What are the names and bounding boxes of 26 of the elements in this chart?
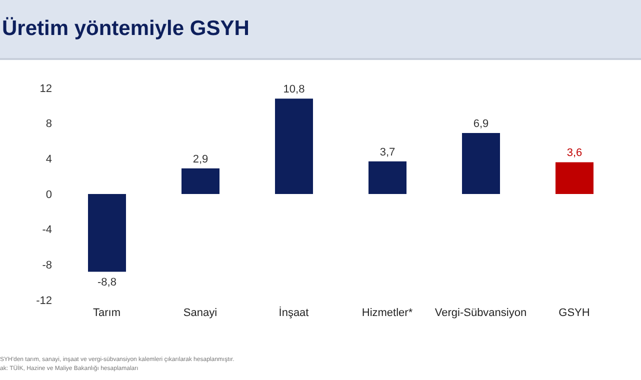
bar (556, 162, 594, 194)
data-label: 10,8 (283, 84, 305, 96)
y-tick-label: -8 (42, 260, 52, 272)
y-tick-label: -4 (42, 224, 52, 236)
x-tick-label: İnşaat (278, 306, 309, 319)
data-label: 6,9 (473, 118, 489, 130)
x-tick-label: Hizmetler* (362, 306, 414, 319)
y-tick-label: -12 (36, 294, 52, 307)
y-tick-label: 12 (40, 82, 52, 95)
x-tick-label: Sanayi (183, 306, 218, 319)
bar (275, 98, 313, 194)
data-label: 3,7 (380, 146, 396, 158)
data-label: -8,8 (98, 276, 116, 289)
data-label: 2,9 (192, 153, 208, 166)
y-tick-label: 4 (46, 154, 52, 166)
bar (462, 133, 500, 194)
y-tick-label: 8 (46, 118, 52, 130)
bar (182, 168, 220, 194)
bar (88, 194, 126, 272)
data-label: 3,6 (566, 147, 582, 160)
bar (368, 161, 406, 194)
chart-title: Üretim yöntemiyle GSYH (1, 17, 250, 41)
x-tick-label: GSYH (558, 306, 590, 319)
x-tick-label: Tarım (93, 306, 120, 319)
x-tick-label: Vergi-Sübvansiyon (434, 306, 527, 319)
y-tick-label: 0 (46, 188, 52, 201)
